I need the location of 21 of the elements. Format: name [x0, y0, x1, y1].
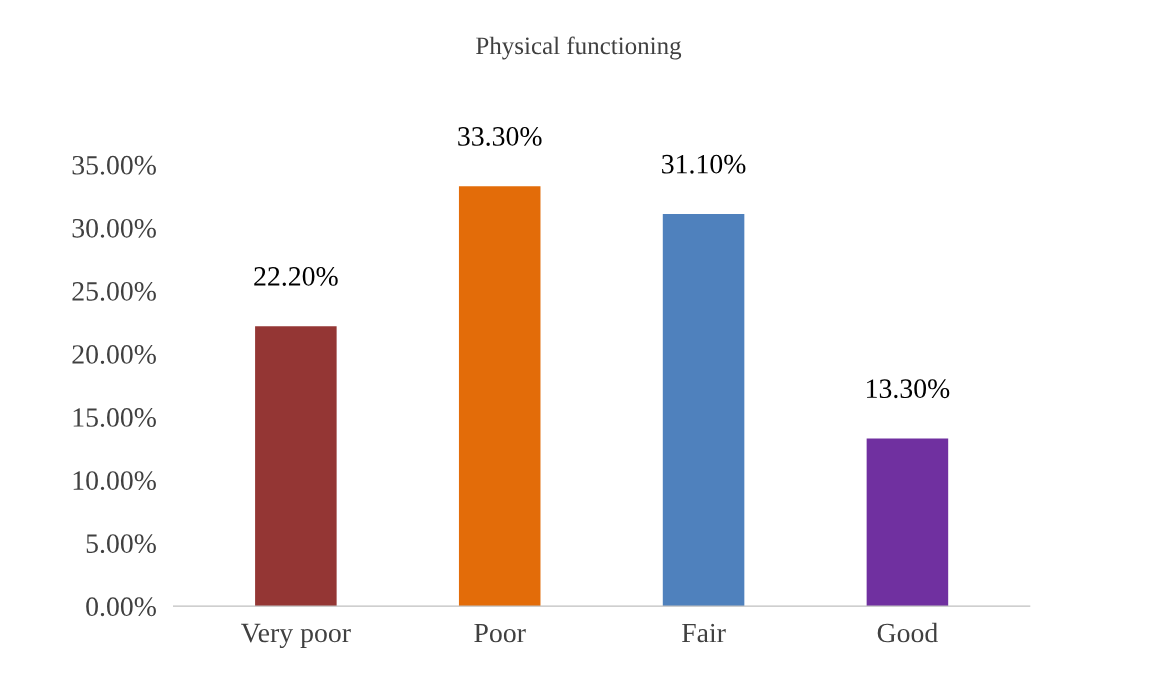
bar [866, 438, 949, 607]
data-label: 31.10% [662, 154, 746, 174]
bar [255, 326, 337, 607]
y-tick-label: 10.00% [73, 471, 156, 491]
y-tick-label: 25.00% [72, 281, 156, 301]
chart-title: Physical functioning [476, 36, 682, 60]
x-tick-label: Fair [681, 623, 726, 643]
bar [662, 213, 745, 607]
data-label: 22.20% [254, 267, 338, 286]
y-tick-label: 0.00% [86, 597, 156, 617]
data-label: 13.30% [867, 379, 950, 399]
x-tick-label: Good [877, 622, 938, 643]
y-tick-label: 5.00% [86, 534, 156, 554]
y-tick-label: 15.00% [73, 408, 156, 427]
y-tick-label: 35.00% [72, 155, 156, 175]
x-tick-label: Poor [474, 623, 526, 643]
y-tick-label: 20.00% [72, 345, 156, 364]
data-label: 33.30% [458, 127, 542, 146]
y-tick-label: 30.00% [72, 218, 156, 238]
x-tick-label: Very poor [241, 623, 351, 649]
bar [458, 186, 541, 607]
